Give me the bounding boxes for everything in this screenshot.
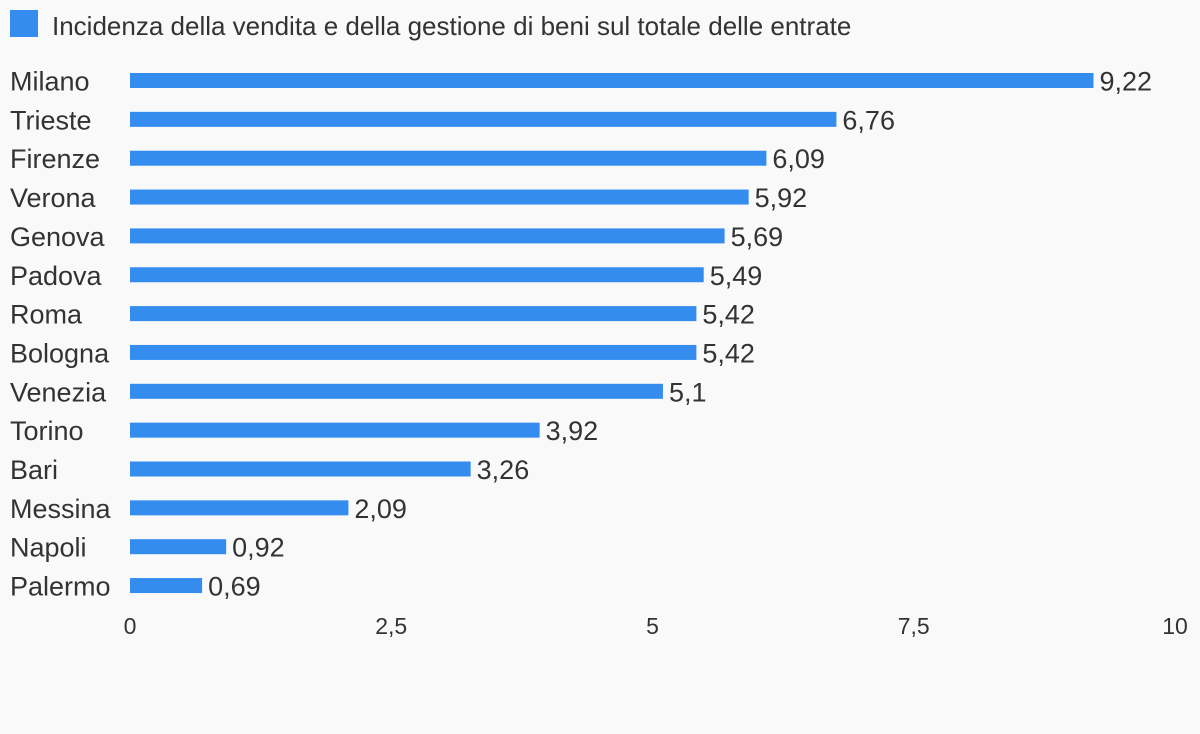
x-axis-ticks: 0 2,5 5 7,5 10 (124, 613, 1188, 639)
category-label: Milano (10, 67, 90, 97)
bars (130, 73, 1094, 594)
bar (130, 267, 704, 283)
value-label: 5,92 (755, 183, 808, 213)
category-label: Firenze (10, 144, 100, 174)
bar (130, 500, 349, 516)
category-labels: Milano Trieste Firenze Verona Genova Padova Ro… (10, 67, 112, 602)
bar (130, 422, 540, 438)
x-tick-label: 5 (646, 613, 659, 639)
value-label: 3,92 (546, 416, 599, 446)
value-label: 0,92 (232, 533, 285, 563)
bar (130, 189, 749, 205)
legend: Incidenza della vendita e della gestione… (10, 10, 851, 41)
category-label: Genova (10, 222, 106, 252)
value-label: 3,26 (477, 455, 530, 485)
category-label: Venezia (10, 377, 107, 407)
bar (130, 73, 1094, 88)
bar (130, 461, 471, 477)
value-label: 0,69 (208, 572, 261, 602)
bar (130, 578, 203, 594)
category-label: Bologna (10, 338, 110, 368)
value-label: 5,49 (710, 261, 763, 291)
value-label: 5,42 (702, 300, 755, 330)
bar (130, 306, 697, 322)
legend-label: Incidenza della vendita e della gestione… (52, 11, 851, 41)
value-labels: 9,22 6,76 6,09 5,92 5,69 5,49 5,42 5,42 5,1 3,92 3… (208, 67, 1152, 602)
category-label: Padova (10, 261, 103, 291)
value-label: 5,1 (669, 377, 707, 407)
value-label: 2,09 (354, 494, 407, 524)
category-label: Napoli (10, 533, 87, 563)
category-label: Messina (10, 494, 112, 524)
x-tick-label: 0 (124, 613, 137, 639)
value-label: 9,22 (1099, 67, 1152, 97)
legend-swatch (10, 10, 38, 37)
category-label: Verona (10, 183, 97, 213)
bar (130, 111, 837, 127)
bar (130, 228, 725, 244)
category-label: Roma (10, 300, 83, 330)
x-tick-label: 2,5 (375, 613, 407, 639)
bar (130, 539, 227, 555)
x-tick-label: 10 (1162, 613, 1188, 639)
value-label: 6,09 (772, 144, 825, 174)
bar (130, 383, 663, 399)
value-label: 5,42 (702, 338, 755, 368)
category-label: Palermo (10, 572, 111, 602)
value-label: 6,76 (842, 105, 895, 135)
x-tick-label: 7,5 (898, 613, 930, 639)
value-label: 5,69 (731, 222, 784, 252)
bar (130, 344, 697, 360)
category-label: Torino (10, 416, 84, 446)
category-label: Bari (10, 455, 58, 485)
bar (130, 150, 767, 166)
category-label: Trieste (10, 105, 92, 135)
